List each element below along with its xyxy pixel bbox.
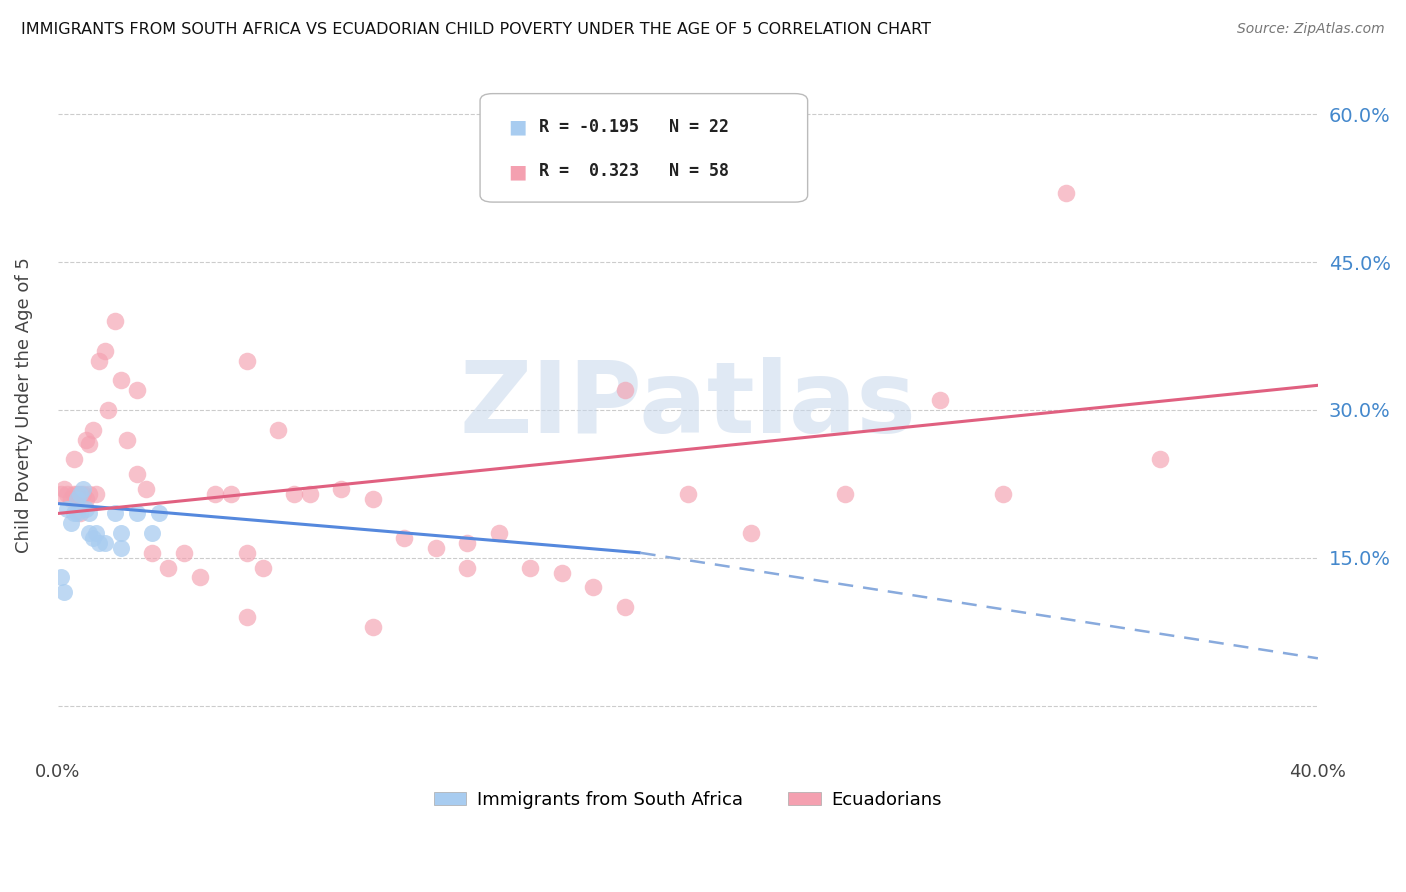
Point <box>236 353 259 368</box>
Text: ■: ■ <box>508 162 526 181</box>
Point <box>236 610 259 624</box>
Point <box>84 526 107 541</box>
Point <box>69 487 91 501</box>
Point <box>104 507 127 521</box>
Point <box>991 487 1014 501</box>
Point <box>94 536 117 550</box>
Text: Source: ZipAtlas.com: Source: ZipAtlas.com <box>1237 22 1385 37</box>
Point <box>283 487 305 501</box>
Point <box>361 620 384 634</box>
Text: R = -0.195   N = 22: R = -0.195 N = 22 <box>540 118 730 136</box>
Point <box>72 487 94 501</box>
Point <box>59 516 82 531</box>
Text: ■: ■ <box>508 118 526 136</box>
Point <box>79 437 101 451</box>
Point <box>1054 186 1077 201</box>
Point <box>49 570 72 584</box>
Point <box>66 491 89 506</box>
Point <box>82 531 104 545</box>
FancyBboxPatch shape <box>479 94 807 202</box>
Text: ZIPatlas: ZIPatlas <box>460 357 917 453</box>
Point <box>135 482 157 496</box>
Point <box>110 541 132 555</box>
Point <box>456 560 478 574</box>
Point <box>79 487 101 501</box>
Point <box>75 491 97 506</box>
Point <box>62 507 84 521</box>
Point <box>219 487 242 501</box>
Point <box>82 423 104 437</box>
Point <box>394 531 416 545</box>
Point <box>66 487 89 501</box>
Point <box>425 541 447 555</box>
Point <box>97 403 120 417</box>
Point <box>157 560 180 574</box>
Point <box>141 546 163 560</box>
Point <box>252 560 274 574</box>
Point <box>66 507 89 521</box>
Point <box>676 487 699 501</box>
Point <box>53 482 76 496</box>
Point <box>519 560 541 574</box>
Point <box>110 373 132 387</box>
Point <box>173 546 195 560</box>
Point <box>79 507 101 521</box>
Text: R =  0.323   N = 58: R = 0.323 N = 58 <box>540 162 730 180</box>
Point <box>148 507 170 521</box>
Point <box>79 526 101 541</box>
Point <box>69 487 91 501</box>
Point <box>69 507 91 521</box>
Point <box>267 423 290 437</box>
Point <box>298 487 321 501</box>
Point <box>117 433 139 447</box>
Point <box>330 482 353 496</box>
Point <box>59 491 82 506</box>
Point <box>236 546 259 560</box>
Point <box>361 491 384 506</box>
Point <box>613 600 636 615</box>
Point <box>929 393 952 408</box>
Point <box>110 526 132 541</box>
Point <box>1149 452 1171 467</box>
Point <box>204 487 226 501</box>
Point <box>740 526 762 541</box>
Legend: Immigrants from South Africa, Ecuadorians: Immigrants from South Africa, Ecuadorian… <box>426 783 949 816</box>
Point <box>62 487 84 501</box>
Point <box>551 566 574 580</box>
Point <box>49 487 72 501</box>
Point <box>56 501 79 516</box>
Point <box>87 536 110 550</box>
Point <box>613 383 636 397</box>
Point <box>94 343 117 358</box>
Point <box>75 433 97 447</box>
Point <box>104 314 127 328</box>
Text: IMMIGRANTS FROM SOUTH AFRICA VS ECUADORIAN CHILD POVERTY UNDER THE AGE OF 5 CORR: IMMIGRANTS FROM SOUTH AFRICA VS ECUADORI… <box>21 22 931 37</box>
Point <box>125 507 148 521</box>
Point <box>75 501 97 516</box>
Point <box>56 487 79 501</box>
Point <box>141 526 163 541</box>
Point <box>62 452 84 467</box>
Point <box>582 580 605 594</box>
Point <box>456 536 478 550</box>
Point <box>53 585 76 599</box>
Point <box>84 487 107 501</box>
Point <box>834 487 856 501</box>
Point <box>72 482 94 496</box>
Point <box>87 353 110 368</box>
Point <box>125 383 148 397</box>
Point <box>125 467 148 481</box>
Y-axis label: Child Poverty Under the Age of 5: Child Poverty Under the Age of 5 <box>15 257 32 553</box>
Point <box>488 526 510 541</box>
Point <box>188 570 211 584</box>
